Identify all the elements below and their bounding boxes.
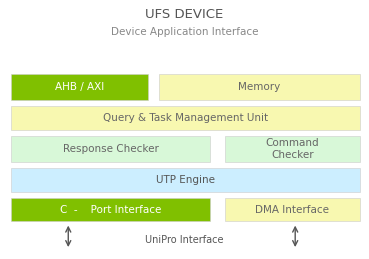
FancyBboxPatch shape bbox=[225, 136, 360, 162]
FancyBboxPatch shape bbox=[225, 198, 360, 221]
FancyBboxPatch shape bbox=[11, 198, 210, 221]
FancyBboxPatch shape bbox=[11, 168, 360, 192]
Text: Device Application Interface: Device Application Interface bbox=[111, 27, 258, 37]
Text: Query & Task Management Unit: Query & Task Management Unit bbox=[103, 113, 268, 123]
Text: Memory: Memory bbox=[238, 82, 280, 92]
Text: DMA Interface: DMA Interface bbox=[255, 205, 330, 215]
Text: Command
Checker: Command Checker bbox=[266, 138, 319, 160]
FancyBboxPatch shape bbox=[11, 74, 148, 100]
Text: UTP Engine: UTP Engine bbox=[156, 175, 215, 185]
Text: C  -    Port Interface: C - Port Interface bbox=[60, 205, 161, 215]
FancyBboxPatch shape bbox=[11, 136, 210, 162]
Text: AHB / AXI: AHB / AXI bbox=[55, 82, 104, 92]
FancyBboxPatch shape bbox=[11, 106, 360, 130]
FancyBboxPatch shape bbox=[159, 74, 360, 100]
Text: UFS DEVICE: UFS DEVICE bbox=[145, 8, 224, 21]
Text: Response Checker: Response Checker bbox=[63, 144, 159, 154]
Text: UniPro Interface: UniPro Interface bbox=[145, 235, 224, 244]
